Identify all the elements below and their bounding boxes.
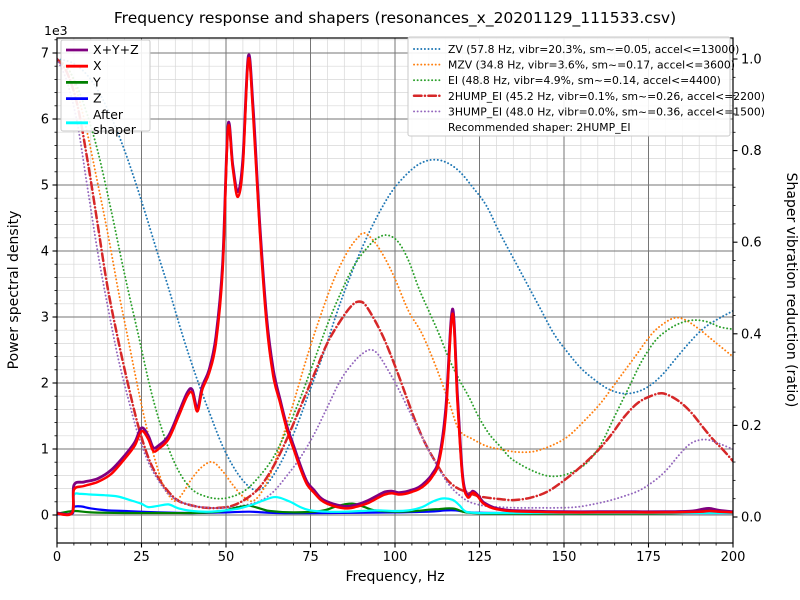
legend-item-x-y-z: X+Y+Z <box>66 42 139 57</box>
tick-label: 25 <box>133 550 150 565</box>
tick-label: 0 <box>41 509 49 524</box>
tick-label: 1.0 <box>741 53 762 68</box>
legend-label: MZV (34.8 Hz, vibr=3.6%, sm~=0.17, accel… <box>448 59 735 72</box>
tick-label: 0.0 <box>741 511 762 526</box>
tick-label: 3 <box>41 311 49 326</box>
legend-label: shaper <box>93 122 137 137</box>
curve-3hump-ei <box>57 58 733 510</box>
legend-item-mzv: MZV (34.8 Hz, vibr=3.6%, sm~=0.17, accel… <box>413 59 735 72</box>
tick-label: 0.6 <box>741 236 762 251</box>
tick-label: 0.2 <box>741 419 762 434</box>
curve-ei <box>57 58 733 500</box>
legend-label: EI (48.8 Hz, vibr=4.9%, sm~=0.14, accel<… <box>448 74 721 87</box>
legend-item-2hump-ei: 2HUMP_EI (45.2 Hz, vibr=0.1%, sm~=0.26, … <box>412 90 765 103</box>
tick-label: 200 <box>721 550 746 565</box>
legend-item-ei: EI (48.8 Hz, vibr=4.9%, sm~=0.14, accel<… <box>413 74 721 87</box>
legend-item-z: Z <box>66 91 102 106</box>
legend-item-x: X <box>66 58 102 73</box>
tick-label: 0.4 <box>741 327 762 342</box>
chart-title: Frequency response and shapers (resonanc… <box>114 9 676 28</box>
tick-label: 4 <box>41 245 49 260</box>
tick-label: 150 <box>552 550 577 565</box>
tick-label: 75 <box>302 550 319 565</box>
tick-label: 50 <box>218 550 235 565</box>
legend-label: X+Y+Z <box>93 42 139 57</box>
legend-item-3hump-ei: 3HUMP_EI (48.0 Hz, vibr=0.0%, sm~=0.36, … <box>413 105 765 118</box>
plot-curves <box>57 53 733 517</box>
x-axis-label: Frequency, Hz <box>345 569 444 585</box>
tick-label: 5 <box>41 179 49 194</box>
y-axis-label-left: Power spectral density <box>6 211 22 370</box>
legend-label: Z <box>93 91 102 106</box>
axis-tick-labels: 0 25 50 75 100 125 150 175 200 0 1 2 3 4 5 6 7 0.0 0.2 0.4 0… <box>41 47 762 566</box>
curve-mzv <box>57 58 733 503</box>
tick-label: 175 <box>636 550 661 565</box>
curve-after-shaper <box>57 492 733 516</box>
tick-label: 7 <box>41 47 49 62</box>
curve-zv <box>57 58 733 492</box>
legend-item-zv: ZV (57.8 Hz, vibr=20.3%, sm~=0.05, accel… <box>413 43 739 56</box>
legend-label: ZV (57.8 Hz, vibr=20.3%, sm~=0.05, accel… <box>448 43 739 56</box>
tick-label: 0.8 <box>741 144 762 159</box>
legend-recommended-note: Recommended shaper: 2HUMP_EI <box>448 121 631 134</box>
tick-label: 0 <box>53 550 61 565</box>
tick-label: 125 <box>467 550 492 565</box>
tick-label: 100 <box>383 550 408 565</box>
legend-item-y: Y <box>66 74 101 89</box>
legend-label: 2HUMP_EI (45.2 Hz, vibr=0.1%, sm~=0.26, … <box>448 90 765 103</box>
axis-ticks <box>52 39 738 548</box>
tick-label: 1 <box>41 443 49 458</box>
legend-label: 3HUMP_EI (48.0 Hz, vibr=0.0%, sm~=0.36, … <box>448 105 765 118</box>
legend-label: X <box>93 58 102 73</box>
left-axis-offset-text: 1e3 <box>44 23 68 38</box>
tick-label: 2 <box>41 377 49 392</box>
legend-shapers: ZV (57.8 Hz, vibr=20.3%, sm~=0.05, accel… <box>407 36 765 137</box>
curve-2hump-ei <box>57 57 733 510</box>
tick-label: 6 <box>41 113 49 128</box>
y-axis-label-right: Shaper vibration reduction (ratio) <box>783 173 799 408</box>
curve-x <box>57 56 733 517</box>
legend-label: Y <box>92 74 101 89</box>
legend-label: After <box>93 107 124 122</box>
